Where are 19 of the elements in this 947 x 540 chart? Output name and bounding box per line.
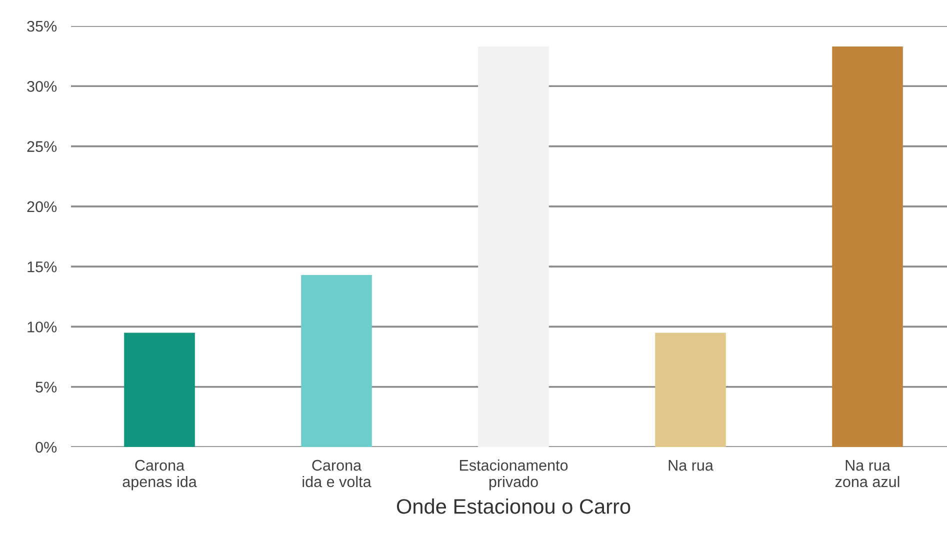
y-tick-label: 5%	[36, 382, 57, 393]
bar	[124, 332, 195, 447]
x-tick-label: Carona apenas ida	[122, 460, 197, 490]
x-tick-label: Na rua	[668, 460, 714, 471]
x-tick-label: Estacionamento privado	[460, 460, 568, 490]
y-tick-label: 15%	[28, 262, 57, 272]
y-tick-label: 35%	[27, 20, 57, 32]
bar	[478, 46, 549, 447]
y-tick-label: 10%	[28, 322, 57, 332]
bar	[655, 332, 726, 447]
bar	[832, 46, 903, 447]
y-tick-label: 30%	[27, 81, 57, 92]
y-tick-label: 25%	[27, 141, 57, 152]
x-tick-label: Na rua zona azul	[835, 460, 900, 488]
y-tick-label: 0%	[36, 442, 57, 453]
bar	[301, 274, 372, 447]
x-axis-title: Onde Estacionou o Carro	[396, 498, 630, 514]
x-tick-label: Carona ida e volta	[302, 460, 372, 488]
y-tick-label: 20%	[27, 201, 57, 212]
